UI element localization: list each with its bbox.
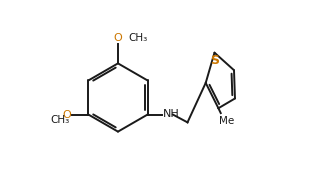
Text: S: S <box>210 54 219 67</box>
Text: Me: Me <box>219 116 235 126</box>
Text: CH₃: CH₃ <box>129 33 148 43</box>
Text: O: O <box>62 110 71 120</box>
Text: CH₃: CH₃ <box>51 115 70 125</box>
Text: NH: NH <box>163 109 180 119</box>
Text: O: O <box>114 33 122 43</box>
